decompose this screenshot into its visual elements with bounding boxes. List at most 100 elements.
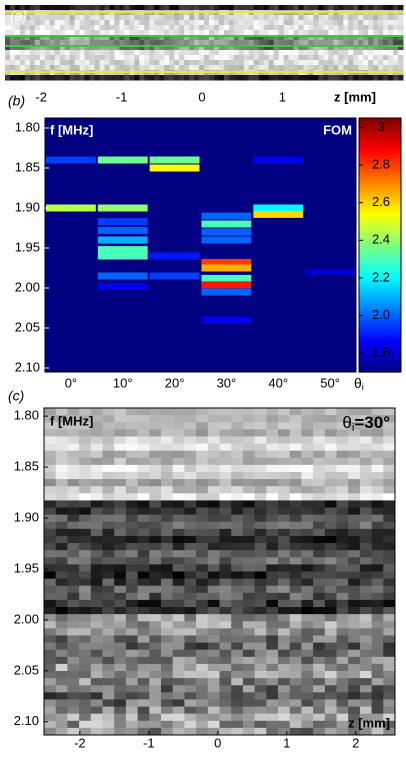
colorbar-step [359, 204, 401, 208]
texture-pixel [289, 614, 302, 622]
texture-pixel [184, 671, 197, 679]
texture-pixel [371, 671, 384, 679]
texture-pixel [301, 706, 314, 715]
texture-pixel [219, 550, 232, 558]
texture-pixel [69, 60, 76, 66]
colorbar-step [359, 262, 401, 266]
texture-pixel [67, 450, 80, 459]
texture-pixel [174, 15, 180, 21]
texture-pixel [172, 621, 185, 629]
texture-pixel [254, 720, 267, 729]
texture-pixel [19, 75, 26, 81]
colorbar-step [359, 321, 401, 325]
texture-pixel [219, 585, 232, 594]
texture-pixel [348, 521, 361, 530]
texture-pixel [161, 663, 174, 672]
texture-pixel [102, 528, 115, 537]
texture-pixel [169, 25, 175, 31]
texture-pixel [359, 599, 373, 608]
texture-pixel [289, 408, 302, 416]
texture-pixel [268, 65, 275, 71]
texture-pixel [268, 75, 275, 81]
texture-pixel [59, 30, 66, 36]
texture-pixel [273, 25, 280, 31]
texture-pixel [388, 15, 394, 21]
texture-pixel [358, 15, 364, 21]
texture-pixel [39, 50, 46, 56]
texture-pixel [254, 692, 267, 700]
texture-pixel [219, 464, 232, 473]
texture-pixel [398, 50, 404, 56]
texture-pixel [114, 75, 120, 81]
texture-pixel [79, 635, 92, 644]
texture-pixel [125, 628, 139, 636]
texture-pixel [343, 40, 349, 46]
texture-pixel [242, 429, 256, 437]
texture-pixel [207, 543, 220, 551]
colorbar-step [359, 178, 401, 183]
texture-pixel [169, 50, 175, 56]
texture-pixel [233, 30, 240, 36]
texture-pixel [273, 15, 280, 21]
texture-pixel [231, 720, 244, 729]
texture-pixel [383, 479, 396, 487]
texture-pixel [55, 543, 68, 551]
texture-pixel [248, 20, 255, 26]
texture-pixel [196, 607, 209, 615]
texture-pixel [44, 607, 57, 615]
texture-pixel [263, 5, 270, 11]
texture-pixel [184, 45, 190, 51]
texture-pixel [298, 25, 304, 31]
colorbar-step [359, 168, 401, 172]
texture-pixel [278, 678, 291, 686]
texture-pixel [289, 443, 302, 452]
texture-pixel [348, 479, 361, 487]
texture-pixel [125, 436, 139, 445]
texture-pixel [266, 429, 279, 437]
texture-pixel [94, 45, 101, 51]
texture-pixel [219, 429, 232, 437]
texture-pixel [383, 415, 396, 423]
texture-pixel [383, 692, 396, 700]
texture-pixel [258, 30, 265, 36]
texture-pixel [79, 45, 86, 51]
texture-pixel [266, 550, 279, 558]
texture-pixel [266, 564, 279, 572]
texture-pixel [184, 25, 190, 31]
texture-pixel [114, 528, 127, 537]
texture-pixel [378, 60, 384, 66]
texture-pixel [184, 706, 197, 715]
texture-pixel [328, 55, 334, 61]
texture-pixel [114, 535, 127, 544]
texture-pixel [55, 521, 68, 530]
texture-pixel [69, 15, 76, 21]
texture-pixel [79, 599, 92, 608]
texture-pixel [161, 585, 174, 594]
texture-pixel [125, 649, 139, 658]
texture-pixel [301, 699, 314, 708]
texture-pixel [313, 713, 326, 722]
texture-pixel [90, 535, 103, 544]
texture-pixel [14, 35, 21, 41]
texture-pixel [238, 55, 245, 61]
texture-pixel [248, 75, 255, 81]
texture-pixel [378, 15, 384, 21]
texture-pixel [298, 20, 304, 26]
texture-pixel [371, 592, 384, 601]
texture-pixel [79, 20, 86, 26]
texture-pixel [90, 436, 103, 445]
texture-pixel [336, 450, 349, 459]
texture-pixel [184, 685, 197, 693]
texture-pixel [254, 507, 267, 516]
colorbar-tick-label: 2.4 [372, 232, 390, 247]
texture-pixel [184, 15, 190, 21]
texture-pixel [67, 464, 80, 473]
texture-pixel [79, 685, 92, 693]
texture-pixel [398, 75, 404, 81]
texture-pixel [99, 55, 105, 61]
texture-pixel [149, 706, 162, 715]
texture-pixel [278, 656, 291, 665]
colorbar-step [359, 338, 401, 343]
texture-pixel [289, 514, 302, 523]
texture-pixel [44, 443, 57, 452]
